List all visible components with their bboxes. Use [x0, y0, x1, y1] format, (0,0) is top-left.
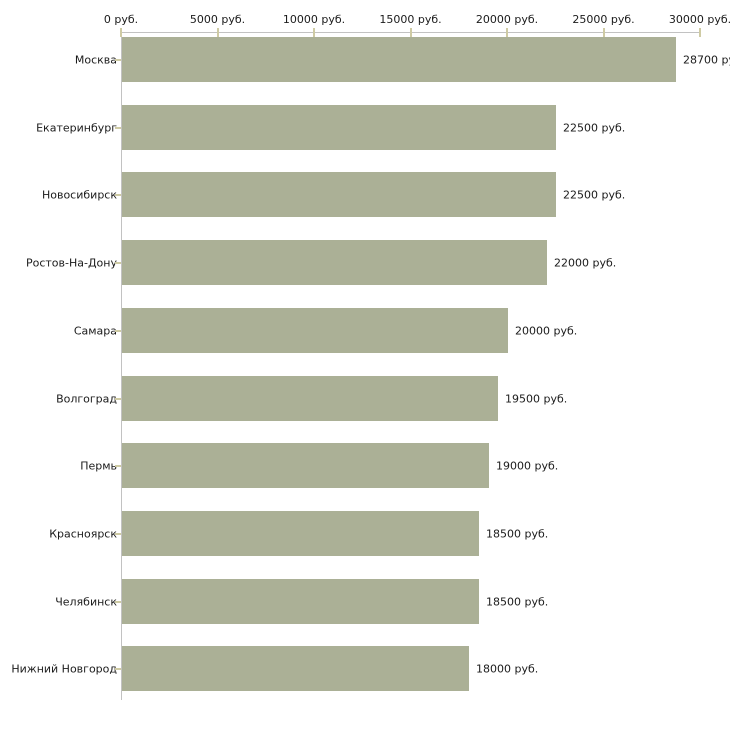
x-axis-tick-label: 20000 руб. [475, 13, 539, 26]
category-label: Самара [73, 324, 117, 337]
y-axis-line [121, 32, 122, 700]
x-axis-tick-label: 15000 руб. [379, 13, 442, 26]
x-axis-tick [602, 28, 605, 37]
category-label: Москва [74, 53, 117, 66]
bar-value-label: 22000 руб. [554, 256, 617, 269]
x-axis-tick [120, 28, 122, 37]
bar-value-label: 18000 руб. [476, 662, 539, 675]
y-axis-tick [115, 329, 121, 332]
bar-value-label: 22500 руб. [563, 188, 626, 201]
y-axis-tick [115, 600, 121, 603]
bar [122, 105, 556, 150]
bar-value-label: 19000 руб. [496, 459, 559, 472]
bar-value-label: 28700 руб. [683, 53, 730, 66]
bar [122, 37, 676, 82]
x-axis-tick [506, 28, 508, 37]
bar [122, 646, 469, 691]
category-label: Пермь [80, 459, 117, 472]
category-label: Екатеринбург [36, 121, 117, 134]
bar [122, 240, 547, 285]
y-axis-tick [115, 261, 121, 264]
y-axis-tick [115, 126, 121, 129]
x-axis-tick-label: 30000 руб. [668, 13, 730, 26]
x-axis-tick [313, 28, 315, 37]
bar [122, 579, 479, 624]
y-axis-tick [115, 193, 121, 196]
bar-value-label: 22500 руб. [563, 121, 626, 134]
bar-value-label: 18500 руб. [486, 595, 549, 608]
y-axis-tick [115, 532, 121, 535]
x-axis-tick [216, 28, 219, 37]
bar [122, 443, 489, 488]
category-label: Нижний Новгород [11, 662, 117, 675]
bar [122, 172, 556, 217]
bar [122, 511, 479, 556]
bar [122, 308, 508, 353]
x-axis-tick [699, 28, 701, 37]
bar-value-label: 19500 руб. [505, 392, 568, 405]
y-axis-tick [115, 397, 121, 400]
category-label: Красноярск [49, 527, 117, 540]
x-axis-tick-label: 10000 руб. [282, 13, 346, 26]
x-axis-tick [409, 28, 412, 37]
bar-value-label: 20000 руб. [515, 324, 578, 337]
category-label: Волгоград [56, 392, 117, 405]
x-axis-tick-label: 25000 руб. [572, 13, 635, 26]
y-axis-tick [115, 58, 121, 61]
bar-value-label: 18500 руб. [486, 527, 549, 540]
category-label: Челябинск [55, 595, 117, 608]
y-axis-tick [115, 464, 121, 467]
category-label: Ростов-На-Дону [25, 256, 117, 269]
bar [122, 376, 498, 421]
x-axis-tick-label: 0 руб. [103, 13, 139, 26]
y-axis-tick [115, 667, 121, 670]
category-label: Новосибирск [41, 188, 117, 201]
x-axis-tick-label: 5000 руб. [189, 13, 246, 26]
